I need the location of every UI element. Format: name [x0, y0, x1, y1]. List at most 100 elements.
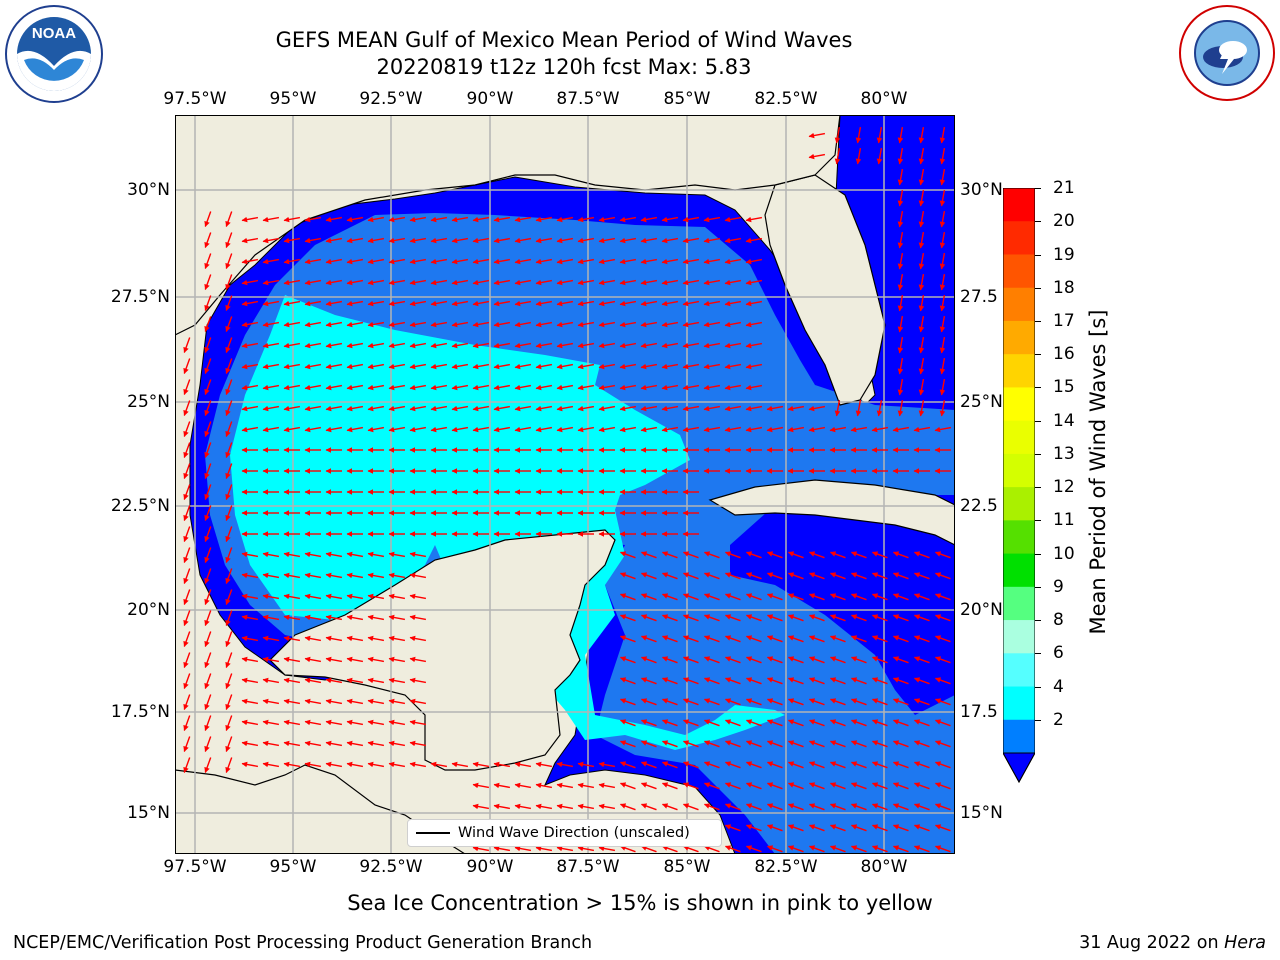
wind-wave-arrow — [346, 698, 364, 705]
wind-wave-arrow — [829, 593, 846, 601]
colorbar-segment — [1003, 719, 1035, 754]
wind-wave-arrow — [913, 719, 930, 727]
wind-wave-arrow — [472, 363, 490, 370]
wind-wave-arrow — [808, 572, 825, 580]
wind-wave-arrow — [472, 216, 490, 223]
wind-wave-arrow — [682, 363, 700, 370]
wind-wave-arrow — [913, 426, 931, 433]
wind-wave-arrow — [934, 656, 951, 664]
colorbar-tick-mark — [1035, 520, 1041, 522]
wind-wave-arrow — [934, 635, 951, 643]
wind-wave-arrow — [225, 610, 233, 627]
wind-wave-arrow — [787, 719, 804, 727]
wind-wave-arrow — [241, 426, 259, 433]
wind-wave-arrow — [661, 237, 679, 244]
lon-label-top: 80°W — [860, 89, 908, 109]
wind-wave-arrow — [493, 258, 511, 265]
wind-wave-arrow — [897, 252, 904, 270]
wind-wave-arrow — [325, 614, 343, 621]
wind-wave-arrow — [325, 656, 343, 663]
wind-wave-arrow — [262, 698, 280, 705]
wind-wave-arrow — [183, 673, 191, 690]
wind-wave-arrow — [225, 316, 233, 333]
lon-label-top: 85°W — [663, 89, 711, 109]
wind-wave-arrow — [204, 337, 212, 354]
wind-wave-arrow — [640, 719, 657, 727]
wind-wave-arrow — [225, 736, 233, 753]
wind-wave-arrow — [304, 593, 322, 600]
wind-wave-arrow — [913, 824, 930, 832]
wind-wave-arrow — [493, 405, 511, 412]
wind-wave-arrow — [640, 300, 658, 307]
wind-wave-arrow — [430, 405, 448, 412]
plot-subtitle: 20220819 t12z 120h fcst Max: 5.83 — [376, 55, 752, 79]
wind-wave-arrow — [892, 845, 909, 853]
wind-wave-arrow — [619, 384, 637, 391]
wind-wave-arrow — [409, 635, 427, 642]
lon-label-bottom: 87.5°W — [556, 857, 620, 877]
wind-wave-arrow — [409, 572, 427, 579]
wind-wave-arrow — [283, 614, 301, 621]
wind-wave-arrow — [535, 321, 553, 328]
wind-wave-arrow — [661, 803, 678, 811]
run-machine: Hera — [1224, 933, 1266, 953]
wind-wave-arrow — [388, 216, 406, 223]
wind-wave-arrow — [346, 614, 364, 621]
wind-wave-arrow — [283, 719, 301, 726]
wind-wave-arrow — [871, 845, 888, 853]
wind-wave-arrow — [787, 593, 804, 601]
wind-wave-arrow — [493, 782, 511, 789]
wind-wave-arrow — [766, 572, 783, 580]
colorbar-segment — [1003, 320, 1035, 355]
wind-wave-arrow — [829, 426, 847, 433]
wind-wave-arrow — [514, 845, 532, 852]
wind-wave-arrow — [325, 279, 343, 286]
wind-wave-arrow — [913, 698, 930, 706]
wind-wave-arrow — [204, 442, 212, 459]
wind-wave-arrow — [892, 803, 909, 811]
wind-wave-arrow — [325, 572, 343, 579]
wind-wave-arrow — [850, 551, 867, 559]
wind-wave-arrow — [325, 237, 343, 244]
wind-wave-arrow — [724, 258, 742, 265]
wind-wave-arrow — [367, 635, 385, 642]
sea-ice-note: Sea Ice Concentration > 15% is shown in … — [347, 891, 933, 915]
wind-wave-arrow — [939, 399, 946, 417]
wind-wave-arrow — [346, 426, 364, 433]
wind-wave-arrow — [640, 614, 657, 622]
wind-wave-arrow — [745, 572, 762, 580]
wind-wave-arrow — [619, 572, 636, 580]
wind-wave-arrow — [640, 782, 657, 790]
wind-wave-arrow — [934, 782, 951, 790]
wind-wave-arrow — [934, 824, 951, 832]
wind-wave-arrow — [204, 694, 212, 711]
wind-wave-arrow — [871, 656, 888, 664]
lat-label-left: 15°N — [127, 803, 170, 823]
colorbar-tick-mark — [1035, 320, 1041, 322]
wind-wave-arrow — [430, 237, 448, 244]
wind-wave-arrow — [346, 635, 364, 642]
wind-wave-arrow — [388, 614, 406, 621]
wind-wave-arrow — [183, 379, 191, 396]
wind-wave-arrow — [493, 761, 511, 768]
wind-wave-arrow — [409, 342, 427, 349]
wind-wave-arrow — [204, 253, 212, 270]
wind-wave-arrow — [745, 614, 762, 622]
wind-wave-arrow — [850, 782, 867, 790]
wind-wave-arrow — [850, 803, 867, 811]
wind-wave-arrow — [871, 698, 888, 706]
map-area — [174, 114, 956, 855]
wind-wave-arrow — [724, 300, 742, 307]
run-date-text: 31 Aug 2022 on — [1079, 933, 1219, 953]
wind-wave-arrow — [745, 551, 762, 559]
wind-wave-arrow — [325, 384, 343, 391]
wind-wave-arrow — [598, 300, 616, 307]
wind-wave-arrow — [850, 740, 867, 748]
wind-wave-arrow — [493, 216, 511, 223]
lon-label-bottom: 85°W — [663, 857, 711, 877]
colorbar-segment — [1003, 221, 1035, 255]
wind-wave-arrow — [661, 258, 679, 265]
wind-wave-arrow — [346, 279, 364, 286]
wind-wave-arrow — [745, 426, 763, 433]
wind-wave-arrow — [325, 426, 343, 433]
